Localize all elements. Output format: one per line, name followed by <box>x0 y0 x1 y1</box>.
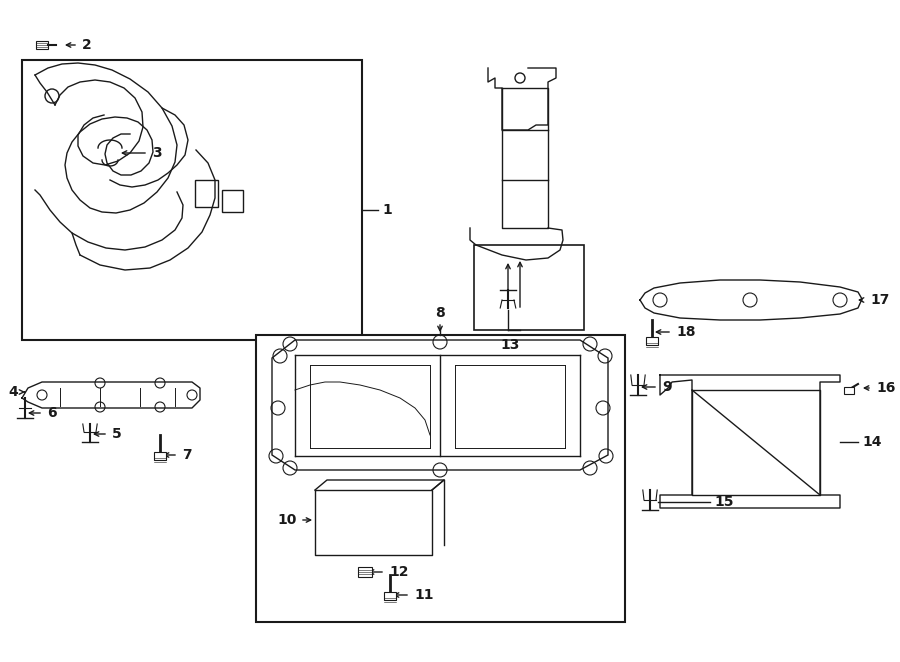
Text: 13: 13 <box>500 338 519 352</box>
Text: 7: 7 <box>182 448 192 462</box>
Text: 6: 6 <box>47 406 57 420</box>
Bar <box>646 337 658 345</box>
Bar <box>358 567 372 577</box>
Text: 5: 5 <box>112 427 122 441</box>
Text: 16: 16 <box>876 381 896 395</box>
Text: 14: 14 <box>862 435 881 449</box>
Text: 1: 1 <box>382 203 392 217</box>
Bar <box>256 335 625 622</box>
Bar <box>22 60 362 340</box>
Bar <box>474 245 584 330</box>
Bar <box>384 592 396 600</box>
Text: 4: 4 <box>8 385 18 399</box>
Bar <box>154 452 166 460</box>
Text: 15: 15 <box>714 495 734 509</box>
Text: 10: 10 <box>277 513 297 527</box>
Bar <box>844 387 854 394</box>
Text: 8: 8 <box>435 306 445 320</box>
Bar <box>36 41 48 49</box>
Text: 3: 3 <box>152 146 162 160</box>
Text: 2: 2 <box>82 38 92 52</box>
Text: 9: 9 <box>662 380 671 394</box>
Text: 18: 18 <box>676 325 696 339</box>
Text: 11: 11 <box>414 588 434 602</box>
Text: 12: 12 <box>389 565 409 579</box>
Text: 17: 17 <box>870 293 889 307</box>
